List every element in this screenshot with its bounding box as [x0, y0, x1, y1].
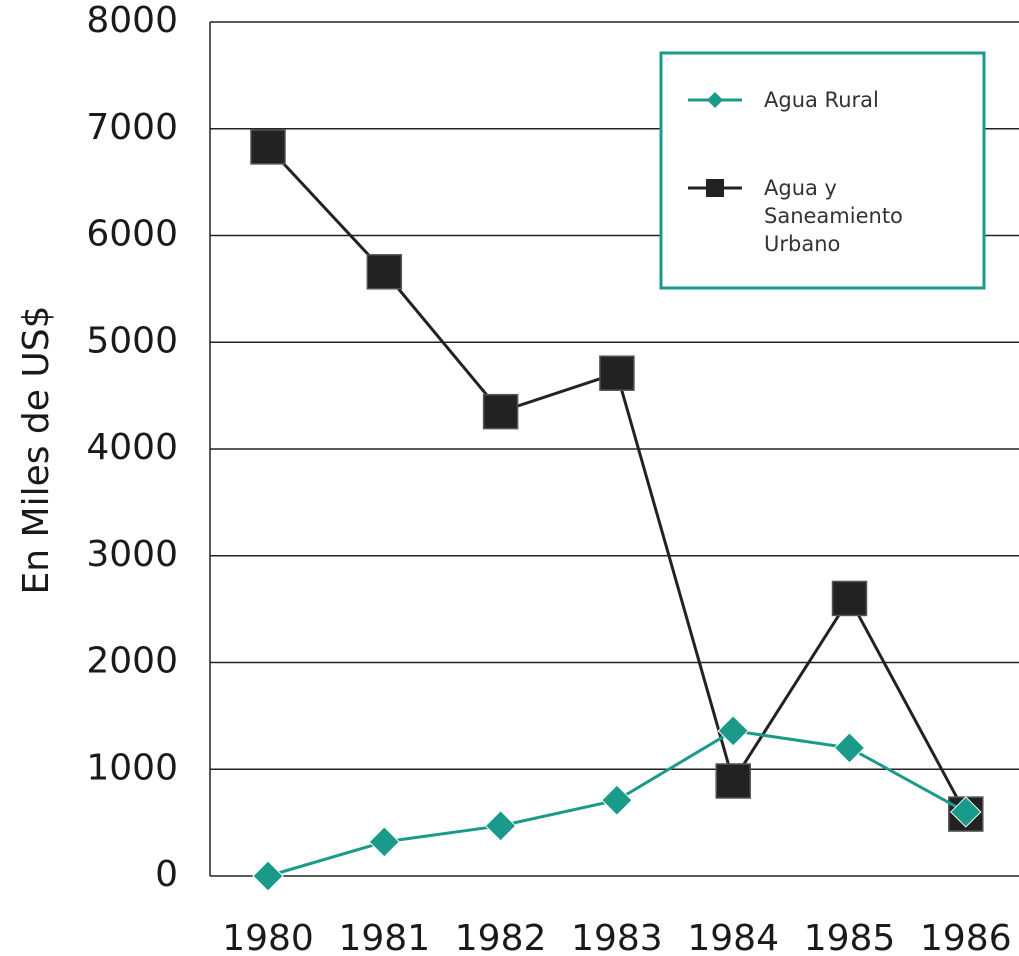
x-tick-label: 1980 — [222, 918, 314, 956]
marker — [601, 784, 633, 816]
marker — [599, 355, 635, 391]
marker — [366, 254, 403, 290]
legend-marker — [706, 179, 724, 197]
x-tick-label: 1982 — [455, 918, 547, 956]
y-axis-label: En Miles de US$ — [16, 306, 57, 595]
marker — [250, 129, 286, 165]
marker — [717, 715, 749, 747]
y-tick-label: 6000 — [86, 214, 178, 255]
y-tick-label: 7000 — [86, 107, 178, 148]
y-tick-label: 8000 — [86, 0, 178, 41]
x-tick-label: 1984 — [687, 918, 779, 956]
x-tick-label: 1985 — [804, 918, 896, 956]
marker — [831, 580, 868, 617]
marker — [482, 393, 519, 430]
marker — [950, 796, 982, 828]
marker — [368, 826, 401, 858]
y-tick-label: 1000 — [86, 747, 178, 788]
marker — [252, 860, 284, 892]
legend-marker — [707, 92, 723, 108]
y-tick-label: 2000 — [86, 641, 178, 682]
legend-label: Agua y Saneamiento Urbano — [764, 176, 903, 256]
y-tick-label: 5000 — [86, 320, 178, 361]
legend-label: Agua Rural — [764, 88, 879, 112]
marker — [833, 732, 866, 764]
y-tick-label: 4000 — [86, 427, 178, 468]
marker — [715, 763, 751, 799]
x-tick-label: 1986 — [920, 918, 1012, 956]
x-tick-label: 1983 — [571, 918, 663, 956]
marker — [484, 810, 517, 842]
y-tick-label: 3000 — [86, 534, 178, 575]
x-tick-label: 1981 — [338, 918, 430, 956]
y-tick-label: 0 — [155, 854, 178, 895]
legend-box — [659, 51, 986, 290]
